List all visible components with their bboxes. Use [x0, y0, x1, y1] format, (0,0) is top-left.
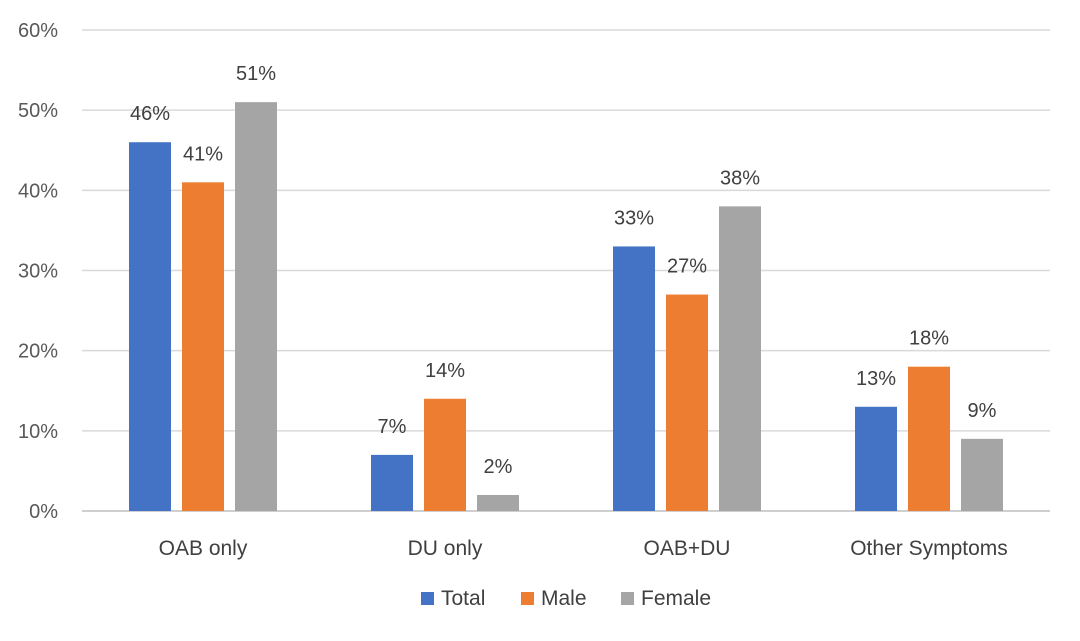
data-label: 9% [968, 400, 997, 422]
bar-total-2 [613, 246, 655, 511]
legend-swatch-male [521, 592, 534, 605]
data-labels: 46% 41% 51% 7% 14% 2% 33% 27% 38% 13% 18% 9% [130, 63, 997, 478]
gridlines [82, 29, 1050, 512]
bar-male-0 [182, 182, 224, 512]
x-axis-categories: OAB only DU only OAB+DU Other Symptoms [159, 537, 1008, 560]
bar-male-2 [666, 294, 708, 511]
legend-label: Male [541, 587, 587, 610]
bar-female-2 [719, 206, 761, 511]
bar-male-1 [424, 398, 466, 511]
legend-swatch-total [421, 592, 434, 605]
data-label: 14% [425, 360, 465, 382]
y-tick-label: 30% [18, 261, 58, 283]
y-tick-label: 50% [18, 100, 58, 122]
data-label: 13% [856, 368, 896, 390]
y-tick-label: 10% [18, 421, 58, 443]
y-axis-ticks: 0% 10% 20% 30% 40% 50% 60% [18, 20, 58, 523]
y-tick-label: 20% [18, 341, 58, 363]
legend: Total Male Female [421, 587, 711, 610]
data-label: 51% [236, 63, 276, 85]
data-label: 33% [614, 207, 654, 229]
y-tick-label: 0% [29, 501, 58, 523]
data-label: 46% [130, 103, 170, 125]
data-label: 2% [484, 456, 513, 478]
bars [129, 102, 1003, 512]
bar-female-3 [961, 438, 1003, 511]
legend-label: Total [441, 587, 485, 610]
category-label: OAB+DU [644, 537, 731, 560]
data-label: 41% [183, 143, 223, 165]
category-label: DU only [408, 537, 483, 560]
bar-total-0 [129, 142, 171, 511]
legend-swatch-female [621, 592, 634, 605]
data-label: 27% [667, 256, 707, 278]
bar-female-1 [477, 494, 519, 511]
data-label: 7% [378, 416, 407, 438]
y-tick-label: 40% [18, 180, 58, 202]
category-label: Other Symptoms [850, 537, 1008, 560]
data-label: 38% [720, 167, 760, 189]
y-tick-label: 60% [18, 20, 58, 42]
bar-male-3 [908, 366, 950, 511]
legend-label: Female [641, 587, 711, 610]
data-label: 18% [909, 328, 949, 350]
bar-female-0 [235, 102, 277, 512]
category-label: OAB only [159, 537, 248, 560]
bar-total-1 [371, 454, 413, 511]
bar-total-3 [855, 406, 897, 511]
